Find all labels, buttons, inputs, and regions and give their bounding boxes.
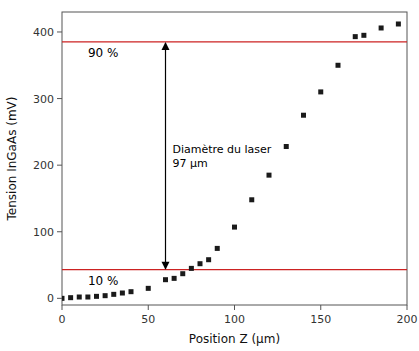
chart: 0 50 100 150 200 0 100 200 300 400 Position Z (μm)… [0, 0, 419, 351]
y-axis-label: Tension InGaAs (mV) [5, 97, 19, 222]
x-tick-label: 200 [397, 313, 418, 326]
y-tick-label: 0 [47, 292, 54, 305]
scatter-point [198, 261, 203, 266]
y-tick [57, 31, 62, 32]
scatter-point [353, 34, 358, 39]
x-tick-label: 150 [310, 313, 331, 326]
y-tick [57, 98, 62, 99]
scatter-point [68, 295, 73, 300]
x-tick-label: 100 [224, 313, 245, 326]
scatter-point [94, 294, 99, 299]
y-tick [57, 165, 62, 166]
arrow-head [162, 262, 170, 270]
y-tick-label: 100 [33, 226, 54, 239]
scatter-point [62, 296, 65, 301]
reference-line [62, 269, 407, 270]
scatter-point [163, 277, 168, 282]
chart-container: 0 50 100 150 200 0 100 200 300 400 Position Z (μm)… [0, 0, 419, 351]
scatter-point [172, 276, 177, 281]
scatter-point [284, 144, 289, 149]
scatter-point [206, 257, 211, 262]
scatter-point [215, 246, 220, 251]
scatter-point [396, 21, 401, 26]
scatter-point [379, 25, 384, 30]
x-tick [234, 305, 235, 310]
reference-line-label: 90 % [88, 46, 119, 60]
x-tick [407, 305, 408, 310]
scatter-point [361, 33, 366, 38]
x-tick [320, 305, 321, 310]
arrow-shaft [165, 43, 166, 269]
x-tick-label: 0 [59, 313, 66, 326]
annotation-line: Diamètre du laser [173, 143, 272, 156]
span-arrow [162, 42, 170, 270]
scatter-point [189, 266, 194, 271]
annotation-line: 97 μm [173, 157, 208, 170]
reference-line [62, 41, 407, 42]
x-tick [148, 305, 149, 310]
scatter-point [267, 173, 272, 178]
scatter-point [120, 291, 125, 296]
y-tick-label: 200 [33, 159, 54, 172]
scatter-point [85, 295, 90, 300]
scatter-point [301, 113, 306, 118]
annotation: Diamètre du laser97 μm [173, 143, 272, 170]
scatter-point [249, 197, 254, 202]
scatter-point [77, 295, 82, 300]
scatter-point [146, 286, 151, 291]
y-tick [57, 298, 62, 299]
plot-frame [62, 12, 407, 305]
scatter-point [232, 225, 237, 230]
plot-area [62, 21, 407, 300]
scatter-point [111, 292, 116, 297]
scatter-point [129, 289, 134, 294]
scatter-point [180, 271, 185, 276]
y-tick-label: 300 [33, 93, 54, 106]
x-tick [62, 305, 63, 310]
y-tick-label: 400 [33, 26, 54, 39]
y-tick [57, 231, 62, 232]
x-axis-label: Position Z (μm) [189, 332, 280, 346]
scatter-point [336, 63, 341, 68]
arrow-head [162, 42, 170, 50]
reference-line-label: 10 % [88, 274, 119, 288]
scatter-point [318, 89, 323, 94]
scatter-point [103, 293, 108, 298]
x-tick-label: 50 [141, 313, 155, 326]
